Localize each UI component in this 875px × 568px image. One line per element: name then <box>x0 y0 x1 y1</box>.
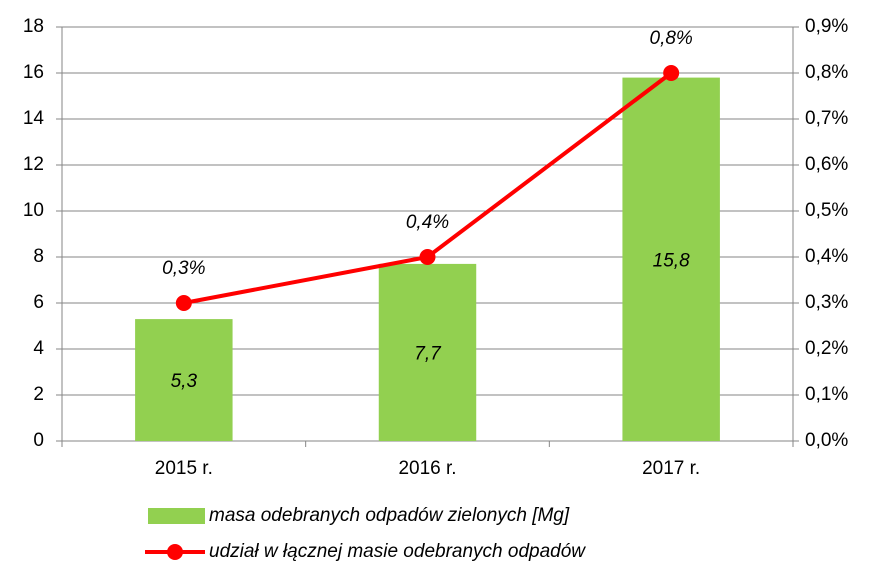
data-label: 5,3 <box>171 371 198 392</box>
y-tick-label: 18 <box>23 16 44 37</box>
line-marker <box>663 65 680 81</box>
y-tick-label: 16 <box>23 62 44 83</box>
x-tick-label: 2016 r. <box>398 458 456 479</box>
data-label: 0,3% <box>162 258 205 279</box>
y-tick-label: 8 <box>33 246 44 267</box>
y-tick-label: 0 <box>33 430 44 451</box>
y-tick-label: 2 <box>33 384 44 405</box>
y2-tick-label: 0,7% <box>805 108 848 129</box>
bar <box>135 319 233 441</box>
y-tick-label: 10 <box>23 200 44 221</box>
y2-tick-label: 0,2% <box>805 338 848 359</box>
x-tick-label: 2017 r. <box>642 458 700 479</box>
y-tick-label: 6 <box>33 292 44 313</box>
data-label: 0,8% <box>650 28 693 49</box>
y-tick-label: 4 <box>33 338 44 359</box>
y2-tick-label: 0,3% <box>805 292 848 313</box>
y-tick-label: 14 <box>23 108 45 129</box>
legend-label: masa odebranych odpadów zielonych [Mg] <box>209 505 570 526</box>
bar <box>378 263 477 441</box>
y-tick-label: 12 <box>23 154 44 175</box>
line-marker <box>175 295 192 311</box>
y2-tick-label: 0,8% <box>805 62 848 83</box>
data-label: 0,4% <box>406 212 449 233</box>
line-marker <box>419 249 436 265</box>
data-label: 15,8 <box>653 250 690 271</box>
legend-marker <box>167 544 183 560</box>
legend-swatch <box>148 508 205 524</box>
data-label: 7,7 <box>414 343 442 364</box>
y2-tick-label: 0,6% <box>805 154 848 175</box>
y2-tick-label: 0,9% <box>805 16 848 37</box>
y2-tick-label: 0,4% <box>805 246 848 267</box>
bar <box>622 77 720 441</box>
x-tick-label: 2015 r. <box>155 458 213 479</box>
y2-tick-label: 0,1% <box>805 384 848 405</box>
y2-tick-label: 0,0% <box>805 430 848 451</box>
legend-label: udział w łącznej masie odebranych odpadó… <box>209 541 586 562</box>
y2-tick-label: 0,5% <box>805 200 848 221</box>
